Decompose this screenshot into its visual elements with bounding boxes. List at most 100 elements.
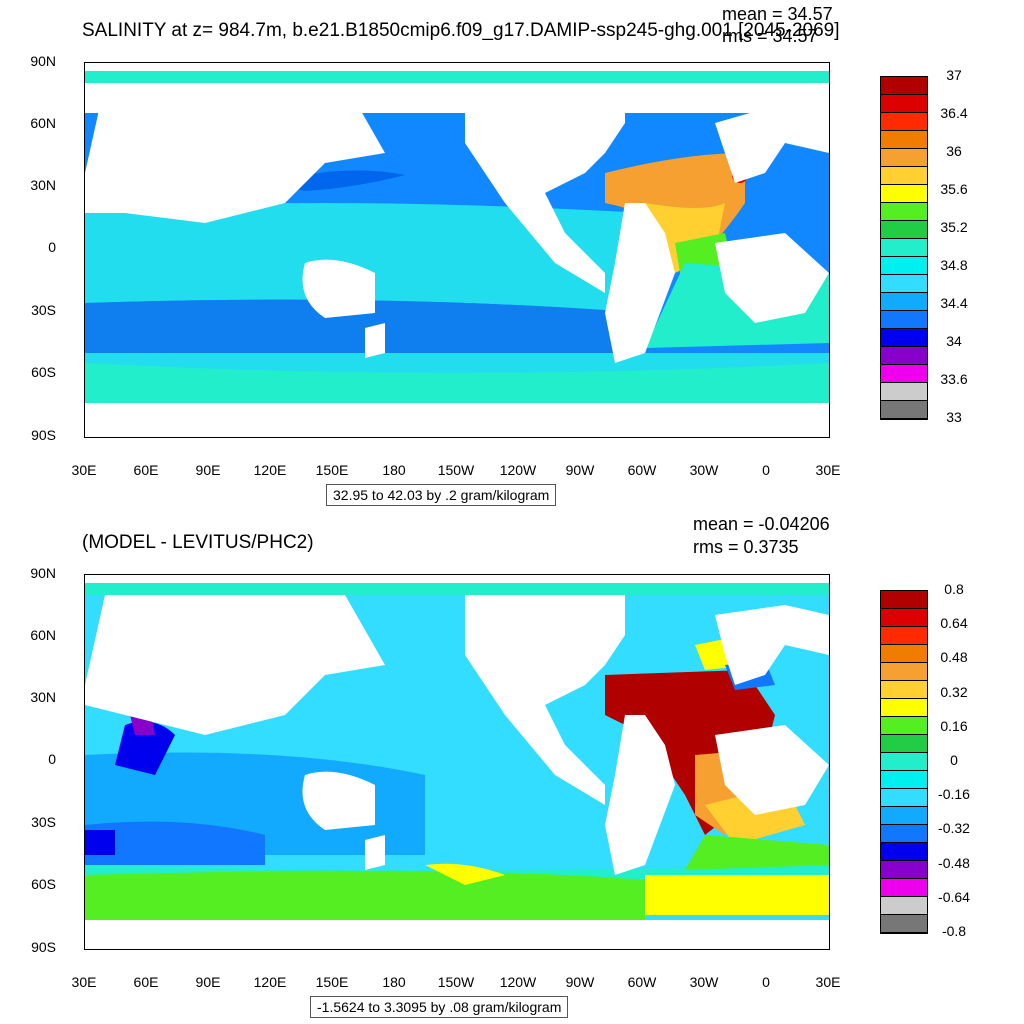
lon-label: 30E	[71, 462, 97, 478]
lon-label: 150W	[437, 974, 475, 990]
lon-label: 150E	[315, 462, 349, 478]
colorbar-cell	[881, 609, 927, 627]
lon-label: 120W	[499, 462, 537, 478]
difference-map	[84, 574, 830, 950]
lon-label: 60W	[627, 462, 657, 478]
lon-label: 120E	[253, 974, 287, 990]
lat-label: 90N	[30, 565, 56, 581]
lon-label: 180	[382, 974, 406, 990]
salinity-map	[84, 62, 830, 438]
colorbar-cell	[881, 771, 927, 789]
colorbar-cell	[881, 311, 927, 329]
colorbar-label: 36	[946, 143, 962, 159]
colorbar-label: 33	[946, 409, 962, 425]
lon-label: 120E	[253, 462, 287, 478]
lon-label: 30W	[689, 974, 719, 990]
colorbar-label: 33.6	[940, 371, 968, 387]
colorbar-cell	[881, 365, 927, 383]
colorbar-cell	[881, 753, 927, 771]
lat-label: 60S	[31, 876, 56, 892]
lon-label: 30E	[815, 462, 841, 478]
contour-range-label: 32.95 to 42.03 by .2 gram/kilogram	[326, 484, 557, 506]
colorbar-cell	[881, 383, 927, 401]
lon-label: 180	[382, 462, 406, 478]
lon-label: 150E	[315, 974, 349, 990]
mean-stat: mean = 34.57	[722, 4, 833, 24]
colorbar-cell	[881, 185, 927, 203]
lat-label: 0	[48, 239, 56, 255]
colorbar-label: 0.64	[940, 615, 968, 632]
colorbar-cell	[881, 897, 927, 915]
lon-label: 120W	[499, 974, 537, 990]
lat-label: 60N	[30, 115, 56, 131]
colorbar-cell	[881, 789, 927, 807]
lon-label: 150W	[437, 462, 475, 478]
lat-label: 90S	[31, 939, 56, 955]
colorbar-label: -0.64	[938, 888, 970, 905]
map-title: SALINITY at z= 984.7m, b.e21.B1850cmip6.…	[82, 20, 840, 41]
colorbar-cell	[881, 401, 927, 419]
colorbar-label: -0.48	[938, 854, 970, 871]
colorbar-cell	[881, 627, 927, 645]
colorbar-cell	[881, 735, 927, 753]
lon-label: 0	[762, 462, 770, 478]
colorbar-label: 0.48	[940, 649, 968, 666]
colorbar-cell	[881, 203, 927, 221]
colorbar-label: -0.8	[941, 923, 967, 939]
lon-label: 90W	[565, 462, 595, 478]
colorbar-cell	[881, 167, 927, 185]
lat-label: 30N	[30, 177, 56, 193]
colorbar-label: 35.2	[940, 219, 968, 235]
colorbar-cell	[881, 275, 927, 293]
lat-label: 30S	[31, 814, 56, 830]
lon-label: 60W	[627, 974, 657, 990]
colorbar-cell	[881, 329, 927, 347]
colorbar-cell	[881, 717, 927, 735]
contour-range-label: -1.5624 to 3.3095 by .08 gram/kilogram	[310, 996, 569, 1018]
lon-label: 60E	[133, 462, 159, 478]
colorbar-label: 0.32	[940, 683, 968, 700]
colorbar-label: 35.6	[940, 181, 968, 197]
colorbar-cell	[881, 645, 927, 663]
lon-label: 60E	[133, 974, 159, 990]
rms-stat: rms = 34.57	[722, 26, 818, 46]
colorbar-cell	[881, 861, 927, 879]
colorbar-label: 34.8	[940, 257, 968, 273]
colorbar-label: 0	[950, 752, 958, 768]
colorbar-cell	[881, 843, 927, 861]
colorbar-cell	[881, 879, 927, 897]
colorbar-cell	[881, 699, 927, 717]
map-title: (MODEL - LEVITUS/PHC2)	[82, 532, 314, 553]
colorbar-label: 0.8	[944, 581, 964, 597]
colorbar-cell	[881, 239, 927, 257]
colorbar-cell	[881, 663, 927, 681]
lon-label: 0	[762, 974, 770, 990]
colorbar-cell	[881, 591, 927, 609]
colorbar-cell	[881, 257, 927, 275]
colorbar-cell	[881, 95, 927, 113]
colorbar-cell	[881, 77, 927, 95]
lat-label: 60N	[30, 627, 56, 643]
colorbar	[880, 76, 928, 420]
colorbar-cell	[881, 113, 927, 131]
lon-label: 90W	[565, 974, 595, 990]
lon-label: 90E	[195, 462, 221, 478]
lon-label: 30E	[71, 974, 97, 990]
colorbar-label: 0.16	[940, 717, 968, 734]
difference-map-panel: (MODEL - LEVITUS/PHC2) mean = -0.04206 r…	[0, 512, 1024, 1024]
colorbar-cell	[881, 681, 927, 699]
colorbar-label: 34	[946, 333, 962, 349]
lat-label: 0	[48, 751, 56, 767]
lat-label: 30S	[31, 302, 56, 318]
lon-label: 90E	[195, 974, 221, 990]
colorbar-label: 37	[946, 67, 962, 83]
lon-label: 30E	[815, 974, 841, 990]
lat-label: 60S	[31, 364, 56, 380]
colorbar	[880, 590, 928, 934]
colorbar-label: 36.4	[940, 105, 968, 121]
colorbar-cell	[881, 825, 927, 843]
colorbar-cell	[881, 149, 927, 167]
colorbar-label: 34.4	[940, 295, 968, 311]
colorbar-cell	[881, 293, 927, 311]
lat-label: 90S	[31, 427, 56, 443]
